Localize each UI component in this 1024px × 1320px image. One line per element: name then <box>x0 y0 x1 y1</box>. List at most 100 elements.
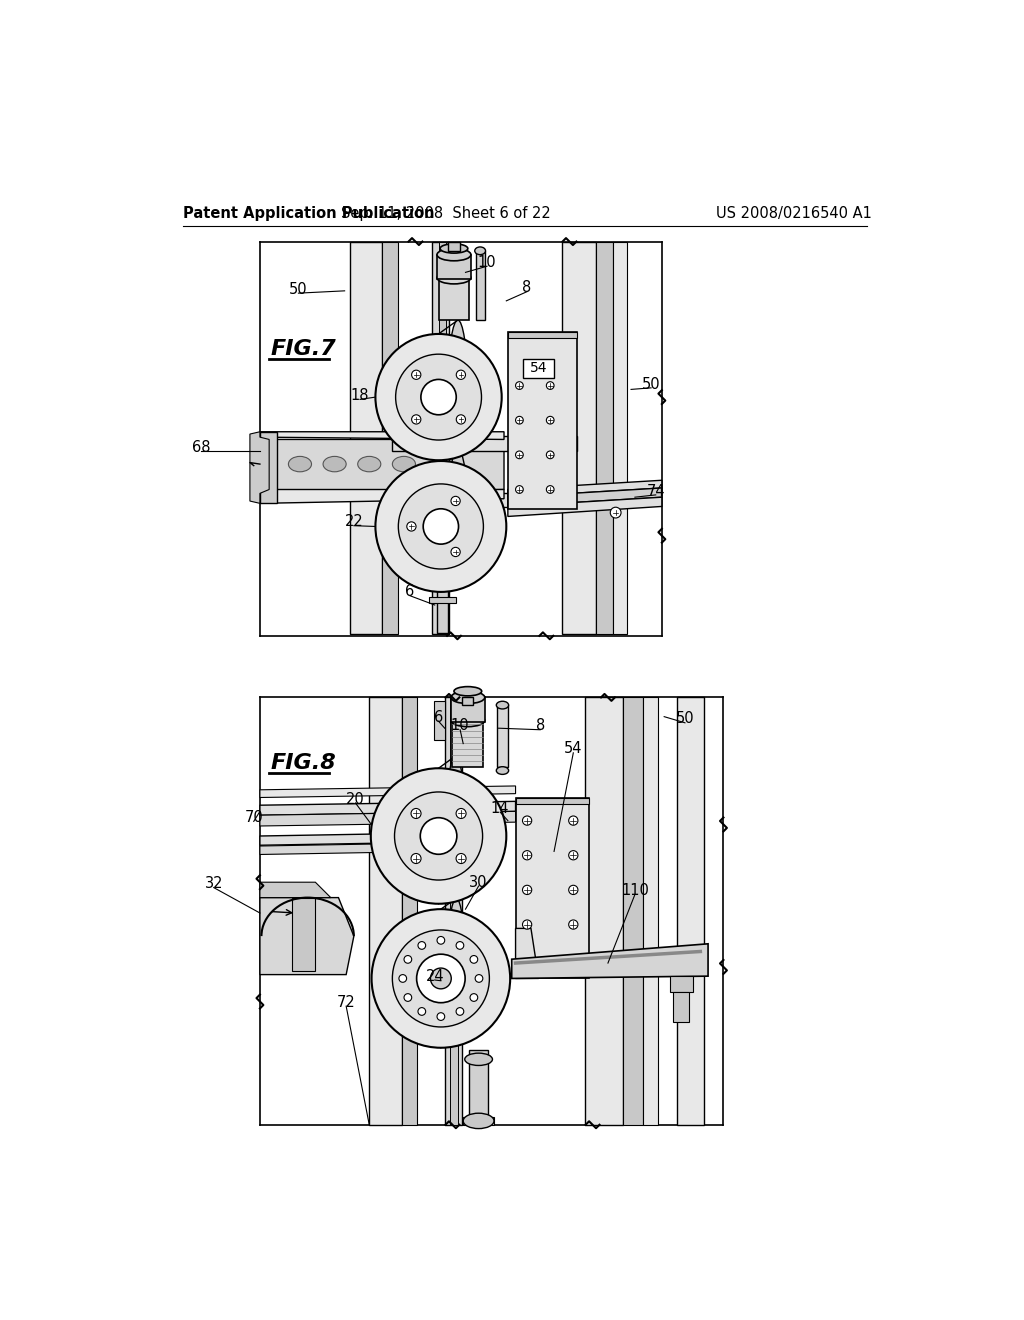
Text: 50: 50 <box>642 376 660 392</box>
Circle shape <box>456 941 464 949</box>
Text: Patent Application Publication: Patent Application Publication <box>183 206 434 222</box>
Circle shape <box>547 381 554 389</box>
Ellipse shape <box>475 247 485 255</box>
Circle shape <box>412 370 421 379</box>
Polygon shape <box>260 440 504 494</box>
Ellipse shape <box>447 899 465 1038</box>
Bar <box>392 494 578 507</box>
Text: 30: 30 <box>469 875 487 890</box>
Circle shape <box>451 496 460 506</box>
Polygon shape <box>260 882 331 898</box>
Polygon shape <box>260 432 504 440</box>
Bar <box>674 991 689 1022</box>
Text: 8: 8 <box>522 280 531 296</box>
Polygon shape <box>515 928 539 978</box>
Bar <box>434 701 444 739</box>
Circle shape <box>456 1007 464 1015</box>
Bar <box>438 277 469 321</box>
Text: 32: 32 <box>205 876 223 891</box>
Polygon shape <box>508 488 662 507</box>
Bar <box>677 697 705 1125</box>
Bar <box>370 697 401 1125</box>
Circle shape <box>547 486 554 494</box>
Polygon shape <box>260 785 515 797</box>
Circle shape <box>456 854 466 863</box>
Bar <box>670 977 692 991</box>
Circle shape <box>420 817 457 854</box>
Circle shape <box>417 954 465 1003</box>
Text: Sep. 11, 2008  Sheet 6 of 22: Sep. 11, 2008 Sheet 6 of 22 <box>341 206 551 222</box>
Circle shape <box>470 956 478 964</box>
Circle shape <box>395 354 481 440</box>
Circle shape <box>371 768 506 904</box>
Circle shape <box>394 792 482 880</box>
Circle shape <box>392 929 489 1027</box>
Bar <box>444 697 462 1125</box>
Text: 74: 74 <box>646 483 665 499</box>
Circle shape <box>547 451 554 459</box>
Polygon shape <box>260 833 438 845</box>
Bar <box>382 242 397 635</box>
Bar <box>451 697 484 722</box>
Circle shape <box>457 414 466 424</box>
Circle shape <box>372 909 510 1048</box>
Ellipse shape <box>289 457 311 471</box>
Text: FIG.7: FIG.7 <box>270 339 337 359</box>
Ellipse shape <box>451 692 484 704</box>
Bar <box>453 721 483 767</box>
Polygon shape <box>260 898 354 974</box>
Text: 24: 24 <box>425 969 444 983</box>
Circle shape <box>451 548 460 557</box>
Bar <box>451 697 458 1125</box>
Circle shape <box>568 886 578 895</box>
Polygon shape <box>260 801 515 816</box>
Text: 6: 6 <box>406 585 415 599</box>
Circle shape <box>457 370 466 379</box>
Polygon shape <box>508 480 662 498</box>
Circle shape <box>376 461 506 591</box>
Text: 50: 50 <box>289 281 308 297</box>
Circle shape <box>522 920 531 929</box>
Circle shape <box>568 920 578 929</box>
Text: FIG.8: FIG.8 <box>270 752 337 772</box>
Ellipse shape <box>465 1053 493 1065</box>
Bar <box>643 697 658 1125</box>
Bar <box>432 242 450 635</box>
Circle shape <box>522 816 531 825</box>
Bar <box>624 697 643 1125</box>
Bar <box>613 242 628 635</box>
Bar <box>508 331 578 338</box>
Text: 8: 8 <box>536 718 545 734</box>
Bar <box>292 898 315 970</box>
Polygon shape <box>250 432 269 503</box>
Circle shape <box>610 507 621 517</box>
Text: 70: 70 <box>245 810 263 825</box>
Circle shape <box>568 850 578 859</box>
Bar <box>463 1117 494 1125</box>
Circle shape <box>412 414 421 424</box>
Ellipse shape <box>454 686 481 696</box>
Text: US 2008/0216540 A1: US 2008/0216540 A1 <box>716 206 871 222</box>
Bar <box>497 705 508 767</box>
Bar <box>515 797 589 978</box>
Text: 14: 14 <box>490 801 509 816</box>
Circle shape <box>522 850 531 859</box>
Ellipse shape <box>446 756 465 891</box>
Bar <box>469 1051 487 1125</box>
Text: 72: 72 <box>337 995 355 1010</box>
Text: 110: 110 <box>621 883 649 898</box>
Circle shape <box>515 451 523 459</box>
Bar <box>437 586 447 634</box>
Circle shape <box>437 1012 444 1020</box>
Text: 18: 18 <box>351 388 370 403</box>
Circle shape <box>407 521 416 531</box>
Circle shape <box>470 994 478 1002</box>
Circle shape <box>404 994 412 1002</box>
Ellipse shape <box>392 457 416 471</box>
Circle shape <box>399 974 407 982</box>
Circle shape <box>376 334 502 461</box>
Ellipse shape <box>437 248 471 261</box>
Circle shape <box>418 941 426 949</box>
Circle shape <box>522 886 531 895</box>
Ellipse shape <box>451 714 484 726</box>
